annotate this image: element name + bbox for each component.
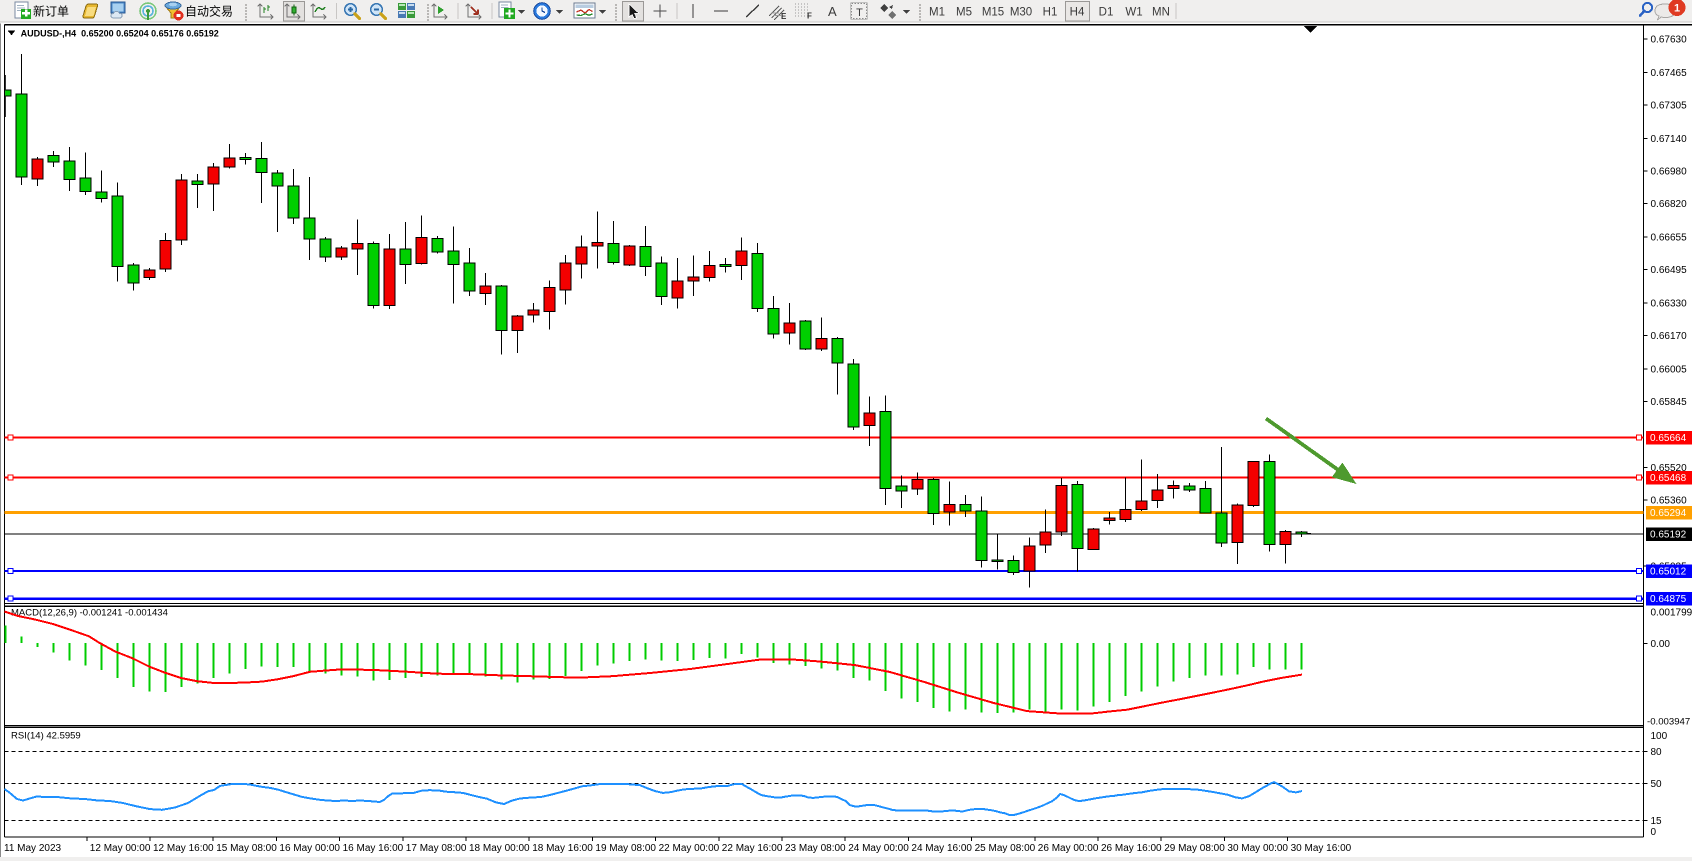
svg-text:18 May 00:00: 18 May 00:00 — [469, 843, 530, 854]
svg-text:0.67140: 0.67140 — [1651, 134, 1688, 145]
svg-text:0.66655: 0.66655 — [1651, 232, 1688, 243]
svg-text:0.67305: 0.67305 — [1651, 100, 1688, 111]
svg-text:D1: D1 — [1099, 7, 1114, 19]
svg-text:0.65360: 0.65360 — [1651, 495, 1688, 506]
svg-text:26 May 00:00: 26 May 00:00 — [1038, 843, 1099, 854]
svg-text:0.66005: 0.66005 — [1651, 364, 1688, 375]
svg-text:H1: H1 — [1043, 7, 1058, 19]
svg-text:22 May 00:00: 22 May 00:00 — [659, 843, 720, 854]
svg-text:100: 100 — [1651, 731, 1668, 742]
svg-text:0: 0 — [1651, 827, 1657, 838]
svg-text:17 May 08:00: 17 May 08:00 — [406, 843, 467, 854]
svg-text:0.66330: 0.66330 — [1651, 298, 1688, 309]
svg-text:M15: M15 — [982, 7, 1004, 19]
svg-text:E: E — [781, 12, 787, 21]
svg-text:0.65012: 0.65012 — [1650, 567, 1687, 578]
svg-text:12 May 00:00: 12 May 00:00 — [90, 843, 151, 854]
svg-text:26 May 16:00: 26 May 16:00 — [1101, 843, 1162, 854]
svg-text:新订单: 新订单 — [33, 4, 69, 19]
svg-text:M5: M5 — [956, 7, 972, 19]
svg-text:25 May 08:00: 25 May 08:00 — [975, 843, 1036, 854]
svg-text:30 May 00:00: 30 May 00:00 — [1227, 843, 1288, 854]
svg-text:0.65845: 0.65845 — [1651, 397, 1688, 408]
svg-text:50: 50 — [1651, 779, 1663, 790]
svg-text:15 May 08:00: 15 May 08:00 — [216, 843, 277, 854]
svg-text:A: A — [828, 4, 837, 19]
svg-text:F: F — [807, 12, 812, 21]
svg-text:MN: MN — [1152, 7, 1170, 19]
svg-text:0.001799: 0.001799 — [1651, 607, 1692, 618]
svg-text:18 May 16:00: 18 May 16:00 — [532, 843, 593, 854]
svg-text:12 May 16:00: 12 May 16:00 — [153, 843, 214, 854]
svg-text:24 May 16:00: 24 May 16:00 — [911, 843, 972, 854]
svg-text:0.66495: 0.66495 — [1651, 265, 1688, 276]
svg-text:29 May 08:00: 29 May 08:00 — [1164, 843, 1225, 854]
svg-text:T: T — [856, 7, 863, 19]
svg-text:24 May 00:00: 24 May 00:00 — [848, 843, 909, 854]
svg-text:11 May 2023: 11 May 2023 — [4, 843, 62, 854]
svg-text:M30: M30 — [1010, 7, 1032, 19]
svg-text:自动交易: 自动交易 — [185, 4, 233, 19]
svg-text:0.66820: 0.66820 — [1651, 199, 1688, 210]
svg-text:30 May 16:00: 30 May 16:00 — [1291, 843, 1352, 854]
svg-text:1: 1 — [1674, 3, 1680, 15]
svg-text:23 May 08:00: 23 May 08:00 — [785, 843, 846, 854]
svg-text:0.65664: 0.65664 — [1650, 433, 1687, 444]
svg-text:15: 15 — [1651, 816, 1663, 827]
svg-text:80: 80 — [1651, 747, 1663, 758]
svg-text:MACD(12,26,9) -0.001241 -0.001: MACD(12,26,9) -0.001241 -0.001434 — [11, 608, 168, 619]
svg-text:-0.003947: -0.003947 — [1647, 717, 1690, 728]
svg-text:W1: W1 — [1125, 7, 1142, 19]
svg-text:0.66980: 0.66980 — [1651, 166, 1688, 177]
svg-text:0.65192: 0.65192 — [1650, 530, 1687, 541]
svg-text:22 May 16:00: 22 May 16:00 — [722, 843, 783, 854]
svg-text:0.65468: 0.65468 — [1650, 473, 1687, 484]
svg-text:M1: M1 — [929, 7, 945, 19]
svg-text:RSI(14) 42.5959: RSI(14) 42.5959 — [11, 731, 81, 742]
svg-text:16 May 00:00: 16 May 00:00 — [279, 843, 340, 854]
svg-text:AUDUSD-,H4 0.65200 0.65204 0.: AUDUSD-,H4 0.65200 0.65204 0.65176 0.651… — [21, 28, 219, 38]
svg-text:0.67465: 0.67465 — [1651, 68, 1688, 79]
svg-text:0.00: 0.00 — [1651, 639, 1671, 650]
svg-text:0.64875: 0.64875 — [1650, 594, 1687, 605]
svg-text:H4: H4 — [1070, 7, 1085, 19]
svg-text:0.66170: 0.66170 — [1651, 331, 1688, 342]
svg-text:0.65294: 0.65294 — [1650, 508, 1687, 519]
svg-text:0.67630: 0.67630 — [1651, 34, 1688, 45]
svg-text:19 May 08:00: 19 May 08:00 — [595, 843, 656, 854]
svg-text:16 May 16:00: 16 May 16:00 — [343, 843, 404, 854]
